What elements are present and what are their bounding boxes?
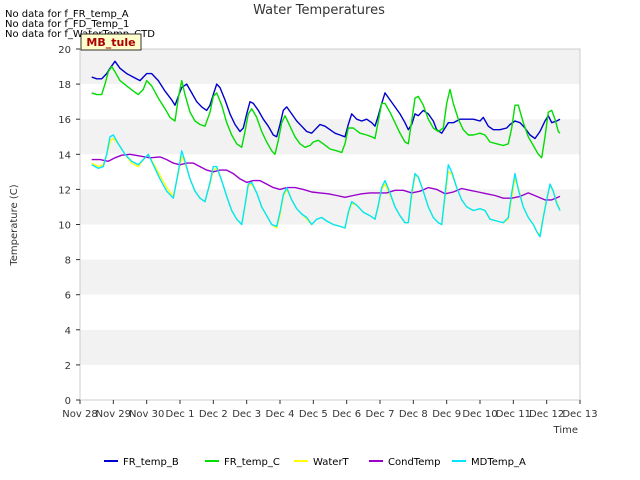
x-tick-label: Dec 7 [366, 409, 395, 420]
y-tick-label: 16 [58, 115, 71, 126]
x-axis-label: Time [553, 425, 578, 436]
x-tick-label: Nov 30 [129, 409, 164, 420]
station-badge-label: MB_tule [86, 36, 135, 49]
y-tick-label: 4 [65, 326, 71, 337]
y-tick-label: 14 [58, 150, 71, 161]
x-tick-label: Dec 13 [562, 409, 597, 420]
x-tick-label: Dec 11 [496, 409, 531, 420]
legend: FR_temp_B FR_temp_C WaterT CondTemp MDTemp_A [104, 457, 526, 468]
background-band [80, 154, 580, 190]
x-tick-label: Dec 8 [399, 409, 428, 420]
background-band [80, 189, 580, 225]
background-band [80, 49, 580, 85]
x-tick-label: Nov 29 [96, 409, 131, 420]
legend-label-mdtemp-a: MDTemp_A [471, 457, 526, 468]
series-line-mdtemp-a [91, 134, 561, 238]
background-band [80, 259, 580, 295]
background-band [80, 84, 580, 120]
x-tick-label: Dec 4 [266, 409, 295, 420]
y-axis-ticks: 0 2 4 6 8 10 12 14 16 18 20 [58, 45, 80, 407]
x-tick-label: Dec 5 [299, 409, 328, 420]
y-tick-label: 6 [65, 291, 71, 302]
y-tick-label: 20 [58, 45, 71, 56]
y-axis-label: Temperature (C) [9, 184, 20, 266]
background-band [80, 364, 580, 400]
legend-label-watert: WaterT [313, 457, 350, 468]
background-bands [80, 49, 580, 400]
station-badge-box [80, 33, 142, 51]
series-line-fr-temp-c [91, 65, 561, 159]
y-tick-label: 8 [65, 256, 71, 267]
y-tick-label: 10 [58, 221, 71, 232]
series-line-condtemp [91, 153, 561, 201]
legend-label-fr-temp-c: FR_temp_C [224, 457, 280, 468]
y-tick-label: 18 [58, 80, 71, 91]
legend-label-fr-temp-b: FR_temp_B [123, 457, 179, 468]
x-tick-label: Dec 6 [332, 409, 361, 420]
x-tick-label: Dec 12 [529, 409, 564, 420]
x-tick-label: Dec 9 [432, 409, 461, 420]
background-band [80, 329, 580, 365]
y-tick-label: 0 [65, 396, 71, 407]
y-tick-label: 2 [65, 361, 71, 372]
no-data-note-3: No data for f_WaterTemp_CTD [5, 29, 155, 40]
x-tick-label: Dec 1 [166, 409, 195, 420]
x-tick-label: Nov 28 [62, 409, 97, 420]
y-tick-label: 12 [58, 185, 71, 196]
station-badge: MB_tule [80, 33, 142, 51]
no-data-note-2: No data for f_FD_Temp_1 [5, 19, 130, 30]
background-band [80, 294, 580, 330]
legend-label-condtemp: CondTemp [388, 457, 440, 468]
x-tick-label: Dec 10 [462, 409, 497, 420]
x-tick-label: Dec 3 [232, 409, 261, 420]
series-lines [91, 60, 561, 238]
no-data-note-1: No data for f_FR_temp_A [5, 9, 129, 20]
chart-title: Water Temperatures [253, 3, 385, 18]
x-tick-label: Dec 2 [199, 409, 228, 420]
background-band [80, 224, 580, 260]
